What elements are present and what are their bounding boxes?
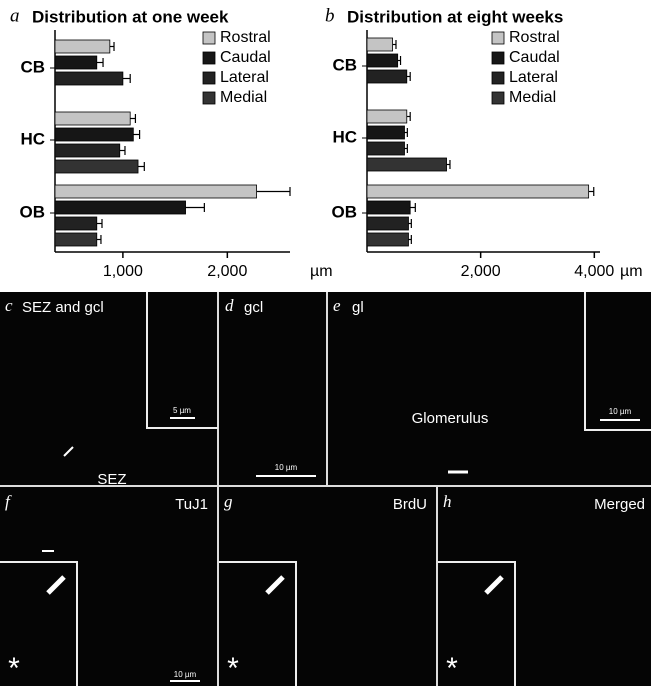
bar <box>55 201 186 214</box>
bar <box>55 144 120 157</box>
chart-title: Distribution at one week <box>32 7 229 26</box>
legend-swatch <box>492 72 504 84</box>
bar <box>55 233 97 246</box>
category-label: HC <box>332 127 357 146</box>
legend-label: Rostral <box>509 29 560 46</box>
bar <box>367 38 393 51</box>
legend-swatch <box>203 72 215 84</box>
bar <box>367 158 447 171</box>
bar <box>367 233 408 246</box>
bar <box>367 185 589 198</box>
legend-swatch <box>203 52 215 64</box>
panel-title: gl <box>352 299 364 316</box>
legend-swatch <box>203 92 215 104</box>
bar <box>367 110 407 123</box>
panel-letter: b <box>325 5 335 26</box>
panel-letter: d <box>225 296 234 315</box>
bar <box>367 217 408 230</box>
axis-unit: µm <box>310 263 333 280</box>
bar <box>55 128 133 141</box>
bar <box>367 142 405 155</box>
bar <box>55 160 138 173</box>
bar <box>55 72 123 85</box>
bar <box>367 54 398 67</box>
legend-label: Lateral <box>509 69 558 86</box>
panel-letter: a <box>10 5 20 26</box>
bar <box>55 185 257 198</box>
chart-title: Distribution at eight weeks <box>347 7 563 26</box>
x-tick-label: 2,000 <box>461 263 501 280</box>
legend-label: Lateral <box>220 69 269 86</box>
bar <box>55 112 130 125</box>
bar <box>367 201 410 214</box>
bar <box>55 217 97 230</box>
asterisk: * <box>446 652 458 685</box>
scale-label: 10 µm <box>609 407 632 416</box>
legend-label: Medial <box>220 89 267 106</box>
asterisk: * <box>227 652 239 685</box>
category-label: CB <box>20 57 45 76</box>
legend-swatch <box>492 52 504 64</box>
bar <box>55 56 97 69</box>
panel-letter: g <box>224 492 233 511</box>
legend-label: Medial <box>509 89 556 106</box>
panel-title: SEZ and gcl <box>22 299 104 316</box>
panel-background <box>0 292 651 686</box>
panel-title: TuJ1 <box>175 496 208 513</box>
panel-letter: c <box>5 296 13 315</box>
annotation: SEZ <box>97 471 126 488</box>
figure: c SEZ and gcl 5 µm SEZ d gcl 10 µm e gl … <box>0 0 651 686</box>
category-label: HC <box>20 129 45 148</box>
legend-label: Caudal <box>509 49 560 66</box>
scale-label: 10 µm <box>275 463 298 472</box>
legend-swatch <box>492 32 504 44</box>
bar <box>367 126 405 139</box>
x-tick-label: 4,000 <box>574 263 614 280</box>
legend-label: Rostral <box>220 29 271 46</box>
panel-letter: e <box>333 296 341 315</box>
panel-title: BrdU <box>393 496 427 513</box>
panel-title: gcl <box>244 299 263 316</box>
legend-label: Caudal <box>220 49 271 66</box>
category-label: CB <box>332 55 357 74</box>
legend-swatch <box>203 32 215 44</box>
x-tick-label: 1,000 <box>103 263 143 280</box>
bar <box>55 40 110 53</box>
scale-label: 10 µm <box>174 670 197 679</box>
axis-unit: µm <box>620 263 643 280</box>
panel-letter: h <box>443 492 452 511</box>
bar <box>367 70 407 83</box>
scale-label: 5 µm <box>173 406 191 415</box>
x-tick-label: 2,000 <box>207 263 247 280</box>
panel-title: Merged <box>594 496 645 513</box>
annotation: Glomerulus <box>412 410 489 427</box>
category-label: OB <box>20 202 46 221</box>
category-label: OB <box>332 202 358 221</box>
legend-swatch <box>492 92 504 104</box>
asterisk: * <box>8 652 20 685</box>
micrographs: c SEZ and gcl 5 µm SEZ d gcl 10 µm e gl … <box>0 292 651 686</box>
